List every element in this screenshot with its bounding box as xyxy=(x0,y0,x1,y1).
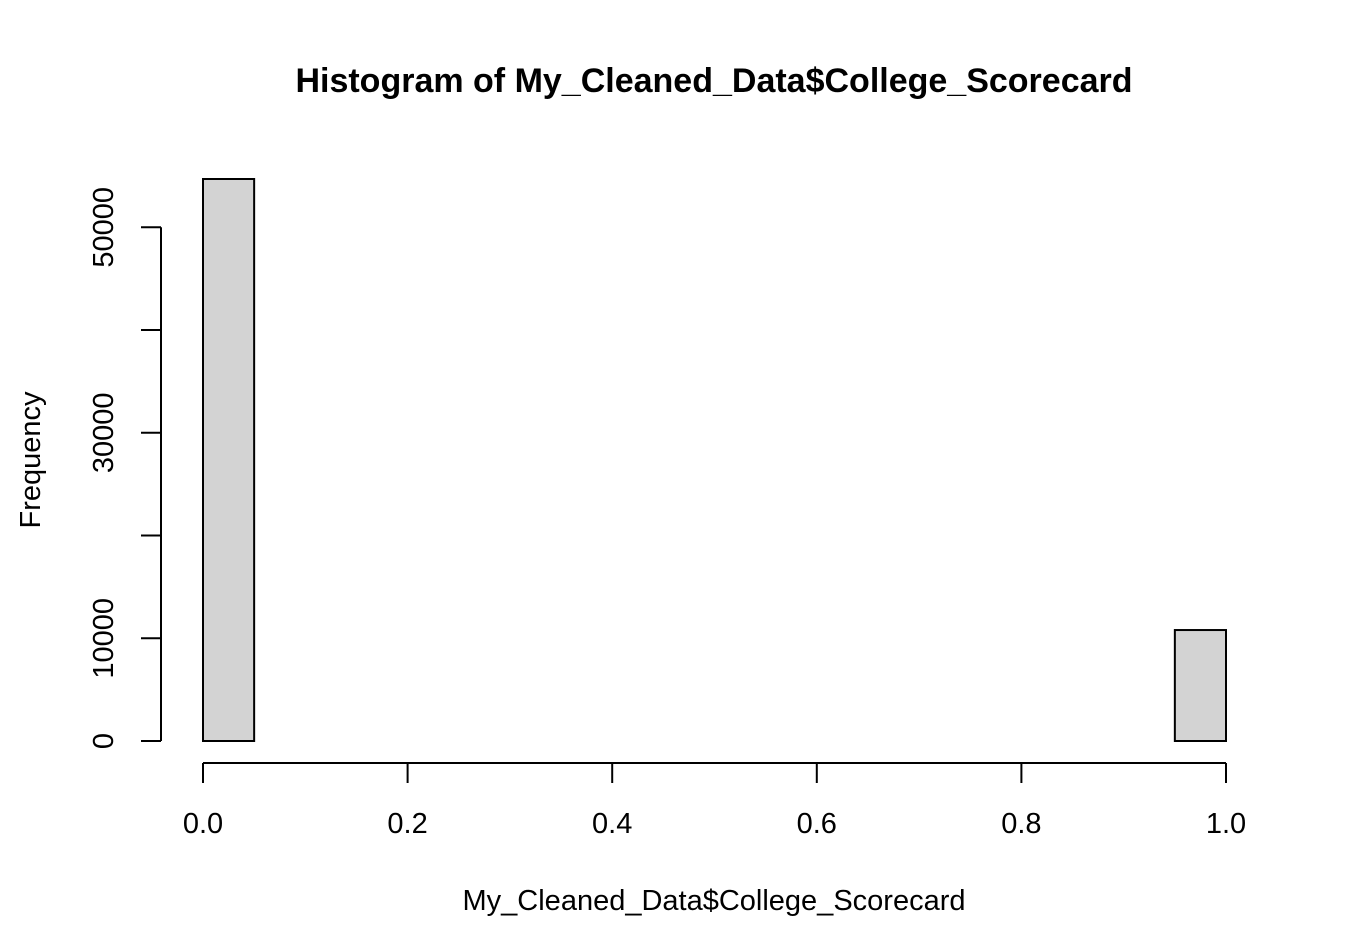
x-tick-label: 0.2 xyxy=(387,808,427,840)
bars-group xyxy=(202,178,1227,742)
y-tick-label: 50000 xyxy=(88,187,120,268)
y-axis-label: Frequency xyxy=(15,391,47,529)
x-tick-label: 0.4 xyxy=(592,808,632,840)
x-tick-label: 1.0 xyxy=(1206,808,1246,840)
y-tick-label: 10000 xyxy=(88,598,120,679)
y-tick-label: 0 xyxy=(88,733,120,749)
chart-title: Histogram of My_Cleaned_Data$College_Sco… xyxy=(295,62,1132,100)
histogram-bar xyxy=(202,178,256,742)
x-tick-label: 0.8 xyxy=(1001,808,1041,840)
y-axis: 0 10000 30000 50000 xyxy=(88,187,162,749)
x-axis: 0.0 0.2 0.4 0.6 0.8 1.0 xyxy=(183,762,1246,840)
x-tick-label: 0.0 xyxy=(183,808,223,840)
y-tick-label: 30000 xyxy=(88,392,120,473)
x-tick-label: 0.6 xyxy=(797,808,837,840)
histogram-bar xyxy=(1173,629,1227,742)
x-axis-label: My_Cleaned_Data$College_Scorecard xyxy=(463,885,966,917)
